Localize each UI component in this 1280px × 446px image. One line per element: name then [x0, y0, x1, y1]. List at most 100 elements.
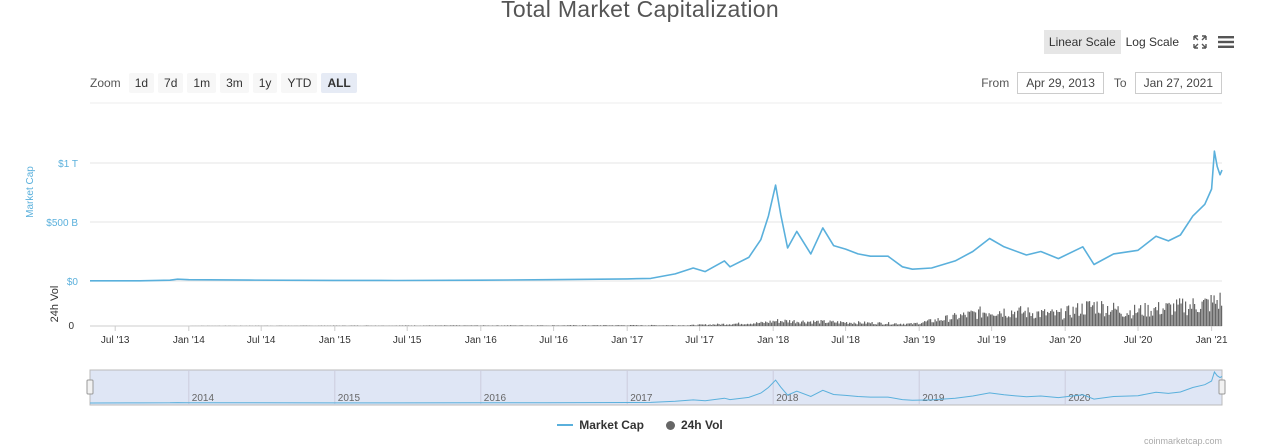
vol-bar: [899, 324, 900, 326]
vol-bar: [513, 326, 514, 327]
vol-bar: [651, 325, 652, 326]
vol-bar: [879, 322, 880, 326]
vol-bar: [545, 326, 546, 327]
vol-bar: [1140, 305, 1141, 326]
vol-bar: [789, 320, 790, 326]
vol-bar: [1007, 318, 1008, 327]
vol-bar: [902, 325, 903, 326]
vol-bar: [1058, 312, 1059, 326]
vol-bar: [1184, 312, 1185, 326]
vol-bar: [1043, 311, 1044, 326]
navigator-handle-left[interactable]: [87, 380, 93, 394]
vol-bar: [423, 326, 424, 327]
vol-bar: [674, 325, 675, 326]
vol-bar: [806, 324, 807, 326]
legend-item-vol[interactable]: 24h Vol: [666, 418, 723, 432]
legend-vol-label: 24h Vol: [681, 418, 723, 432]
vol-bar: [1080, 314, 1081, 326]
vol-bar: [1136, 313, 1137, 326]
vol-bar: [576, 325, 577, 326]
vol-bar: [1091, 307, 1092, 326]
vol-bar: [530, 326, 531, 327]
vol-bar: [570, 325, 571, 326]
vol-bar: [861, 324, 862, 326]
legend-item-market-cap[interactable]: Market Cap: [557, 418, 644, 432]
vol-bar: [882, 325, 883, 326]
vol-bar: [477, 325, 478, 326]
vol-bar: [618, 325, 619, 326]
vol-bar: [890, 325, 891, 326]
vol-bar: [488, 325, 489, 326]
vol-bar: [603, 325, 604, 326]
vol-bar: [635, 325, 636, 326]
vol-bar: [737, 324, 738, 326]
x-tick-label: Jan '15: [319, 335, 351, 346]
vol-bar: [588, 325, 589, 326]
vol-bar: [1191, 309, 1192, 326]
vol-bar: [795, 323, 796, 326]
vol-bar: [668, 325, 669, 326]
vol-bar: [780, 321, 781, 326]
vol-bar: [1079, 316, 1080, 326]
vol-bar: [989, 313, 990, 326]
vol-bar: [950, 319, 951, 326]
vol-bar: [1032, 313, 1033, 326]
vol-bar: [878, 323, 879, 327]
vol-bar: [1055, 315, 1056, 326]
vol-bar: [722, 324, 723, 326]
vol-bar: [585, 325, 586, 326]
vol-bar: [633, 325, 634, 326]
vol-bar: [1190, 304, 1191, 326]
vol-bar: [843, 322, 844, 326]
vol-bar: [1112, 310, 1113, 326]
vol-bar: [1052, 309, 1053, 326]
legend-line-icon: [557, 424, 573, 426]
x-tick-label: Jan '16: [465, 335, 497, 346]
vol-bar: [876, 325, 877, 327]
vol-bar: [735, 324, 736, 326]
vol-bar: [1160, 314, 1161, 326]
vol-bar: [900, 324, 901, 326]
vol-bar: [711, 325, 712, 326]
vol-bar: [807, 322, 808, 326]
vol-bar: [1035, 318, 1036, 326]
vol-bar: [1215, 304, 1216, 326]
vol-bar: [621, 325, 622, 326]
vol-bar: [738, 323, 739, 326]
vol-bar: [1073, 307, 1074, 326]
vol-bar: [908, 323, 909, 326]
vol-bar: [935, 319, 936, 326]
vol-bar: [854, 323, 855, 327]
vol-bar: [446, 325, 447, 326]
vol-bar: [540, 325, 541, 326]
vol-bar: [707, 325, 708, 326]
vol-bar: [582, 325, 583, 326]
vol-bar: [437, 326, 438, 327]
vol-bar: [849, 323, 850, 326]
vol-bar: [444, 325, 445, 326]
vol-bar: [1005, 316, 1006, 326]
vol-bar: [1074, 314, 1075, 326]
vol-bar: [1206, 299, 1207, 326]
navigator-handle-right[interactable]: [1219, 380, 1225, 394]
vol-bar: [1010, 317, 1011, 326]
x-tick-label: Jan '21: [1196, 335, 1228, 346]
vol-bar: [569, 325, 570, 326]
vol-bar: [684, 326, 685, 327]
vol-bar: [837, 321, 838, 326]
vol-bar: [606, 325, 607, 326]
vol-bar: [954, 313, 955, 326]
vol-bar: [1146, 317, 1147, 327]
vol-bar: [629, 325, 630, 326]
vol-bar: [831, 321, 832, 326]
vol-bar: [776, 321, 777, 326]
vol-bar: [1020, 306, 1021, 326]
vol-bar: [1067, 306, 1068, 326]
vol-bar: [1202, 302, 1203, 326]
vol-bar: [521, 325, 522, 326]
vol-bar: [1047, 312, 1048, 326]
vol-bar: [519, 326, 520, 327]
vol-bar: [467, 325, 468, 326]
vol-bar: [1040, 317, 1041, 326]
